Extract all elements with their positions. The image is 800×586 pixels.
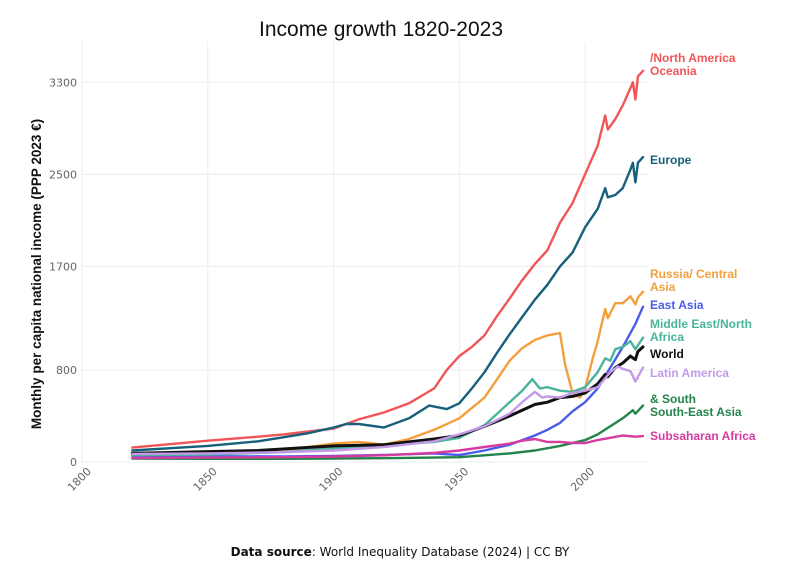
x-tick-label: 1850	[191, 465, 220, 494]
series-label-line: South-East Asia	[650, 405, 742, 419]
x-tick-label: 1800	[65, 465, 94, 494]
y-tick-label: 800	[56, 364, 77, 377]
series-labels: /North America Oceania Europe Russia/ Centr…	[650, 51, 756, 443]
series-label-line: East Asia	[650, 298, 704, 312]
series-label-line: Europe	[650, 153, 692, 167]
data-source-label: Data source	[230, 545, 312, 559]
y-axis-label: Monthly per capita national income (PPP …	[29, 119, 44, 429]
series-line-subsaharan-africa	[131, 434, 645, 460]
series-label-subsaharan-africa: Subsaharan Africa	[650, 429, 756, 443]
chart-title: Income growth 1820-2023	[259, 18, 503, 41]
series-line-russia-central-asia	[131, 290, 645, 457]
series-label-latin-america: Latin America	[650, 366, 729, 380]
y-axis-ticks: 0 800 1700 2500 3300	[49, 76, 77, 469]
data-source-text: : World Inequality Database (2024) | CC …	[311, 545, 570, 559]
series-label-russia-central-asia: Russia/ Central Asia	[650, 267, 737, 294]
series-line-latin-america	[131, 365, 645, 456]
series-line-europe	[131, 155, 645, 452]
x-tick-label: 1950	[442, 465, 471, 494]
income-growth-chart: Income growth 1820-2023 0 800 1700 2500 3300…	[29, 18, 756, 494]
series-lines	[130, 69, 645, 460]
data-source-note: Data source: World Inequality Database (…	[0, 545, 800, 559]
series-label-world: World	[650, 347, 684, 361]
series-label-line: Middle East/North	[650, 317, 752, 331]
grid	[81, 42, 648, 463]
series-label-line: Russia/ Central	[650, 267, 737, 281]
series-label-line: /North America	[650, 51, 736, 65]
series-label-line: Latin America	[650, 366, 729, 380]
y-tick-label: 1700	[49, 260, 77, 273]
x-tick-label: 2000	[568, 465, 597, 494]
series-label-europe: Europe	[650, 153, 692, 167]
y-tick-label: 0	[70, 456, 77, 469]
series-line-world	[130, 345, 645, 455]
series-label-line: Oceania	[650, 64, 697, 78]
series-label-line: Asia	[650, 280, 676, 294]
series-line-east-asia	[131, 305, 645, 458]
series-label-line: Africa	[650, 330, 684, 344]
series-label-middle-east-north-africa: Middle East/North Africa	[650, 317, 752, 344]
x-tick-label: 1900	[317, 465, 346, 494]
series-label-east-asia: East Asia	[650, 298, 704, 312]
x-axis-ticks: 1800 1850 1900 1950 2000	[65, 465, 597, 494]
series-label-south-southeast-asia: & South South-East Asia	[650, 392, 742, 419]
series-label-line: & South	[650, 392, 696, 406]
series-label-line: World	[650, 347, 684, 361]
series-line-south-southeast-asia	[131, 404, 645, 460]
y-tick-label: 2500	[49, 168, 77, 181]
series-label-line: Subsaharan Africa	[650, 429, 756, 443]
y-tick-label: 3300	[49, 76, 77, 89]
series-label-north-america-oceania: /North America Oceania	[650, 51, 736, 78]
